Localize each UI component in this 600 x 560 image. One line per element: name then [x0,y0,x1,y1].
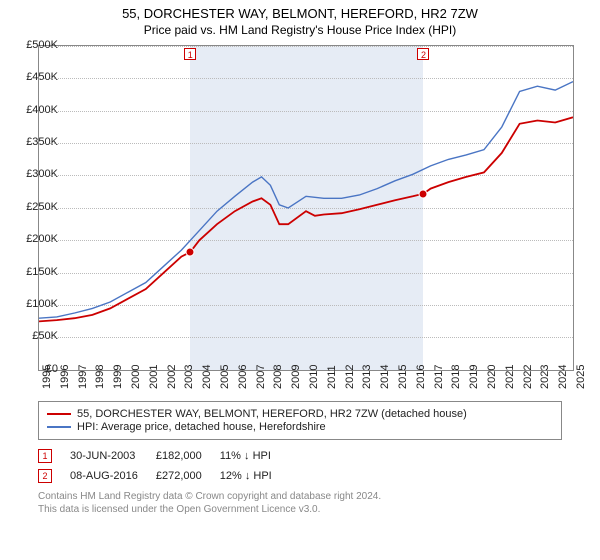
plot-area: 12 [38,45,574,371]
legend-label: 55, DORCHESTER WAY, BELMONT, HEREFORD, H… [77,408,467,420]
chart-subtitle: Price paid vs. HM Land Registry's House … [0,23,600,41]
table-row: 2 08-AUG-2016£272,00012% ↓ HPI [38,466,290,486]
table-row: 1 30-JUN-2003£182,00011% ↓ HPI [38,446,290,466]
chart-title: 55, DORCHESTER WAY, BELMONT, HEREFORD, H… [0,0,600,23]
sale-index-marker: 1 [38,449,52,463]
legend-swatch [47,413,71,415]
sale-price: £272,000 [156,466,220,486]
legend-swatch [47,426,71,428]
sale-marker-box: 1 [184,48,196,60]
sale-vs-hpi: 11% ↓ HPI [220,446,290,466]
sale-marker-dot [419,189,428,198]
legend-label: HPI: Average price, detached house, Here… [77,421,326,433]
series-property [39,117,573,321]
sale-date: 30-JUN-2003 [70,446,156,466]
attribution-line: This data is licensed under the Open Gov… [38,503,562,516]
series-hpi [39,81,573,318]
legend-item: 55, DORCHESTER WAY, BELMONT, HEREFORD, H… [47,408,553,420]
legend: 55, DORCHESTER WAY, BELMONT, HEREFORD, H… [38,401,562,440]
sale-price: £182,000 [156,446,220,466]
sale-marker-dot [186,247,195,256]
sale-index-marker: 2 [38,469,52,483]
chart-area: 12 £0£50K£100K£150K£200K£250K£300K£350K£… [38,45,598,391]
sales-table: 1 30-JUN-2003£182,00011% ↓ HPI 2 08-AUG-201… [38,446,290,486]
legend-item: HPI: Average price, detached house, Here… [47,421,553,433]
sale-marker-box: 2 [417,48,429,60]
attribution: Contains HM Land Registry data © Crown c… [38,490,562,516]
sale-date: 08-AUG-2016 [70,466,156,486]
sale-vs-hpi: 12% ↓ HPI [220,466,290,486]
attribution-line: Contains HM Land Registry data © Crown c… [38,490,562,503]
x-axis-label: 2025 [575,364,587,388]
line-layer [39,46,573,370]
